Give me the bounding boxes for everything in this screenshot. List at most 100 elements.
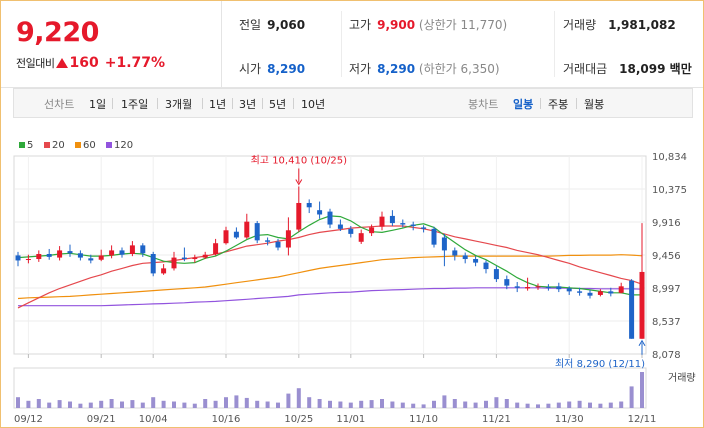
- divider: [540, 98, 541, 109]
- x-tick-label: 12/11: [628, 414, 657, 425]
- candle-chart-label: 봉차트: [468, 98, 499, 111]
- volume-bar: [348, 402, 353, 408]
- candle-body: [431, 228, 437, 245]
- candle-body: [629, 280, 635, 339]
- period-1d[interactable]: 1일: [89, 98, 107, 111]
- period-1w[interactable]: 1주일: [121, 98, 149, 111]
- candle-weekly[interactable]: 주봉: [548, 98, 569, 111]
- volume-bar: [68, 401, 72, 408]
- ma60-line: [17, 254, 643, 300]
- y-tick-label: 9,916: [652, 218, 681, 229]
- candle-body: [254, 223, 260, 241]
- volume-bar: [244, 397, 249, 408]
- volume-bar: [47, 402, 52, 408]
- volume-bar: [286, 393, 291, 408]
- candle-body: [504, 279, 510, 286]
- candle-body: [618, 286, 624, 293]
- volume-bar: [619, 401, 624, 408]
- candle-daily[interactable]: 일봉: [513, 98, 534, 111]
- low-annotation: 최저 8,290 (12/11): [555, 358, 645, 370]
- volume-bar: [556, 402, 561, 408]
- legend-ma20: 20: [52, 140, 65, 151]
- volume-bar: [369, 400, 374, 408]
- volume-bar: [88, 402, 93, 408]
- candle-monthly[interactable]: 월봉: [584, 98, 605, 111]
- candle-body: [119, 250, 125, 255]
- volume-bar: [296, 388, 301, 408]
- divider: [202, 98, 203, 109]
- period-10y[interactable]: 10년: [301, 98, 326, 111]
- change-line: 전일대비 160 +1.77%: [16, 55, 165, 71]
- candle-body: [379, 216, 385, 227]
- candle-body: [77, 253, 83, 258]
- low-price: 저가 8,290 (하한가 6,350): [349, 60, 500, 77]
- volume-bar: [577, 400, 582, 408]
- candle-body: [317, 210, 323, 215]
- low-label: 저가: [349, 62, 372, 76]
- candle-body: [25, 259, 31, 261]
- candle-body: [452, 250, 458, 256]
- divider: [262, 98, 263, 109]
- volume-bar: [640, 372, 644, 408]
- volume-value: 1,981,082: [608, 18, 676, 32]
- volume-bar: [504, 399, 509, 408]
- volume-bar: [276, 402, 280, 408]
- y-tick-label: 10,834: [652, 152, 687, 163]
- candle-body: [337, 224, 343, 229]
- period-3y[interactable]: 3년: [239, 98, 257, 111]
- candle-body: [410, 224, 416, 226]
- volume-bar: [473, 402, 478, 408]
- volume-bar: [130, 400, 135, 408]
- volume-bar: [567, 401, 572, 408]
- volume-bar: [151, 397, 156, 408]
- volume-bar: [494, 397, 499, 408]
- period-3m[interactable]: 3개월: [165, 98, 193, 111]
- legend-swatch-ma20: [44, 142, 50, 148]
- volume-bar: [380, 399, 384, 408]
- upper-limit: (상한가 11,770): [418, 18, 508, 32]
- divider: [341, 11, 342, 77]
- legend-ma5: 5: [27, 140, 33, 151]
- period-bar: 선차트 1일 1주일 3개월 1년 3년 5년 10년 봉차트 일봉 주봉 월봉: [13, 88, 693, 118]
- period-1y[interactable]: 1년: [209, 98, 227, 111]
- volume-bar: [120, 401, 124, 408]
- candle-body: [608, 291, 614, 294]
- volume-bar: [57, 400, 62, 408]
- volume-bar: [359, 400, 364, 408]
- candle-body: [483, 262, 489, 270]
- candle-body: [88, 258, 94, 261]
- candle-body: [57, 250, 63, 258]
- candle-body: [109, 250, 115, 256]
- trade-amount: 거래대금 18,099 백만: [563, 60, 692, 77]
- change-amount: 160: [69, 55, 99, 71]
- candle-body: [369, 227, 375, 234]
- change-percent: +1.77%: [104, 55, 166, 71]
- legend-ma60: 60: [83, 140, 96, 151]
- high-label: 고가: [349, 18, 372, 32]
- divider: [232, 98, 233, 109]
- candle-body: [98, 255, 104, 260]
- volume-axis-label: 거래량: [668, 372, 696, 384]
- candle-body: [597, 291, 603, 295]
- volume-bar: [338, 401, 343, 408]
- candle-body: [639, 271, 645, 339]
- volume-bar: [16, 397, 20, 408]
- volume-bar: [328, 400, 332, 408]
- legend-swatch-ma120: [106, 142, 112, 148]
- candle-body: [587, 292, 593, 296]
- x-tick-label: 10/04: [139, 414, 168, 425]
- y-tick-label: 8,078: [652, 350, 681, 361]
- period-5y[interactable]: 5년: [269, 98, 287, 111]
- candle-body: [244, 221, 250, 238]
- ma20-line: [17, 225, 643, 309]
- candle-body: [525, 287, 531, 289]
- amount-value: 18,099 백만: [619, 62, 692, 76]
- candle-body: [213, 243, 219, 254]
- candle-body: [181, 257, 187, 260]
- y-tick-label: 8,997: [652, 284, 681, 295]
- volume-bar: [109, 399, 114, 408]
- candle-body: [473, 259, 479, 263]
- legend-swatch-ma60: [75, 142, 81, 148]
- prev-close-value: 9,060: [267, 18, 306, 32]
